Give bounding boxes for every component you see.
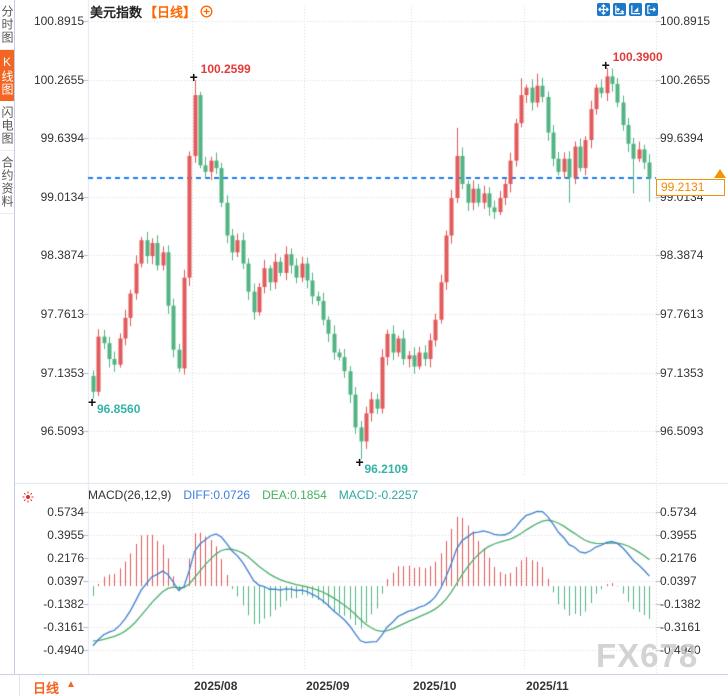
pan-tool-button[interactable] bbox=[597, 3, 610, 16]
macd-axis-label: -0.1382 bbox=[660, 597, 701, 611]
macd-indicator-name: MACD(26,12,9) bbox=[88, 488, 172, 502]
high-price-annotation: 100.3900 bbox=[612, 49, 663, 64]
sidebar-item-contract-info[interactable]: 合约资料 bbox=[0, 151, 14, 214]
macd-axis-label: 0.3955 bbox=[660, 528, 697, 542]
low-cross-marker: + bbox=[88, 393, 97, 410]
period-selector[interactable]: 日线 bbox=[33, 681, 60, 696]
macd-axis-label: 0.5734 bbox=[47, 505, 84, 519]
macd-axis-label: -0.4940 bbox=[43, 643, 84, 657]
price-axis-label: 96.5093 bbox=[660, 424, 704, 439]
macd-diff-value: DIFF:0.0726 bbox=[183, 488, 251, 502]
price-axis-label: 96.5093 bbox=[40, 424, 84, 439]
price-axis-label: 97.7613 bbox=[40, 307, 84, 321]
bottom-bar: 日线 ▲ 2025/08 2025/09 2025/10 2025/11 bbox=[0, 674, 728, 696]
exit-icon bbox=[647, 5, 657, 14]
price-marker-arrow bbox=[714, 169, 726, 178]
high-cross-marker: + bbox=[601, 56, 610, 73]
axis-fit-icon bbox=[631, 5, 641, 15]
axis-scale-x-icon bbox=[615, 5, 625, 15]
macd-axis-label: 0.3955 bbox=[47, 528, 84, 542]
low-price-annotation: 96.2109 bbox=[364, 462, 408, 477]
price-axis-label: 98.3874 bbox=[660, 248, 704, 263]
sidebar: 分时图 K线图 闪电图 合约资料 bbox=[0, 0, 15, 674]
price-axis-label: 97.1353 bbox=[40, 365, 84, 380]
macd-dea-value: DEA:0.1854 bbox=[262, 488, 327, 502]
x-axis-label: 2025/09 bbox=[306, 679, 350, 693]
scale-x-axis-button[interactable] bbox=[613, 3, 626, 16]
move-icon bbox=[598, 4, 609, 15]
price-axis-label: 100.2655 bbox=[660, 72, 711, 87]
macd-axis-label: -0.3161 bbox=[660, 620, 701, 634]
macd-axis-label: 0.0397 bbox=[47, 574, 84, 588]
price-axis-label: 99.0134 bbox=[40, 189, 84, 204]
macd-axis-label: -0.3161 bbox=[43, 620, 84, 634]
macd-settings-icon[interactable] bbox=[22, 490, 34, 508]
x-axis-label: 2025/08 bbox=[194, 679, 238, 693]
macd-axis-label: 0.2176 bbox=[660, 551, 697, 565]
chart-title-row: 美元指数 【日线】 bbox=[90, 2, 213, 21]
sidebar-item-timeshare[interactable]: 分时图 bbox=[0, 0, 14, 50]
high-cross-marker: + bbox=[189, 69, 198, 86]
sidebar-item-kline[interactable]: K线图 bbox=[0, 50, 14, 101]
price-axis-label: 99.6394 bbox=[660, 131, 704, 146]
price-axis-label: 97.7613 bbox=[660, 307, 704, 321]
chart-toolbar bbox=[597, 3, 658, 16]
price-axis-label: 100.8915 bbox=[660, 14, 711, 28]
macd-axis-label: 0.5734 bbox=[660, 505, 697, 519]
macd-axis-label: 0.2176 bbox=[47, 551, 84, 565]
high-price-annotation: 100.2599 bbox=[200, 62, 251, 77]
macd-axis-label: 0.0397 bbox=[660, 574, 697, 588]
symbol-title: 美元指数 bbox=[90, 5, 143, 20]
price-axis-label: 98.3874 bbox=[40, 248, 84, 263]
fx678-watermark: FX678 bbox=[596, 637, 699, 674]
price-axis-label: 100.2655 bbox=[33, 72, 84, 87]
current-price-badge: 99.2131 bbox=[656, 179, 725, 196]
candlestick-chart-canvas[interactable] bbox=[0, 0, 728, 674]
low-cross-marker: + bbox=[355, 454, 364, 471]
low-price-annotation: 96.8560 bbox=[97, 401, 141, 416]
price-axis-label: 97.1353 bbox=[660, 365, 704, 380]
bottom-bar-divider bbox=[19, 675, 20, 696]
price-axis-label: 100.8915 bbox=[33, 14, 84, 28]
macd-header: MACD(26,12,9) DIFF:0.0726 DEA:0.1854 MAC… bbox=[88, 488, 418, 502]
x-axis-label: 2025/10 bbox=[413, 679, 457, 693]
sidebar-item-flash[interactable]: 闪电图 bbox=[0, 101, 14, 151]
price-axis-label: 99.6394 bbox=[40, 131, 84, 146]
x-axis-label: 2025/11 bbox=[526, 679, 569, 693]
macd-axis-label: -0.1382 bbox=[43, 597, 84, 611]
exit-chart-button[interactable] bbox=[645, 3, 658, 16]
macd-axis-label: -0.4940 bbox=[660, 643, 701, 657]
add-compare-icon[interactable] bbox=[200, 5, 213, 18]
auto-fit-button[interactable] bbox=[629, 3, 642, 16]
macd-macd-value: MACD:-0.2257 bbox=[338, 488, 419, 502]
period-caret-icon[interactable]: ▲ bbox=[66, 679, 76, 690]
period-tag: 【日线】 bbox=[144, 5, 197, 20]
